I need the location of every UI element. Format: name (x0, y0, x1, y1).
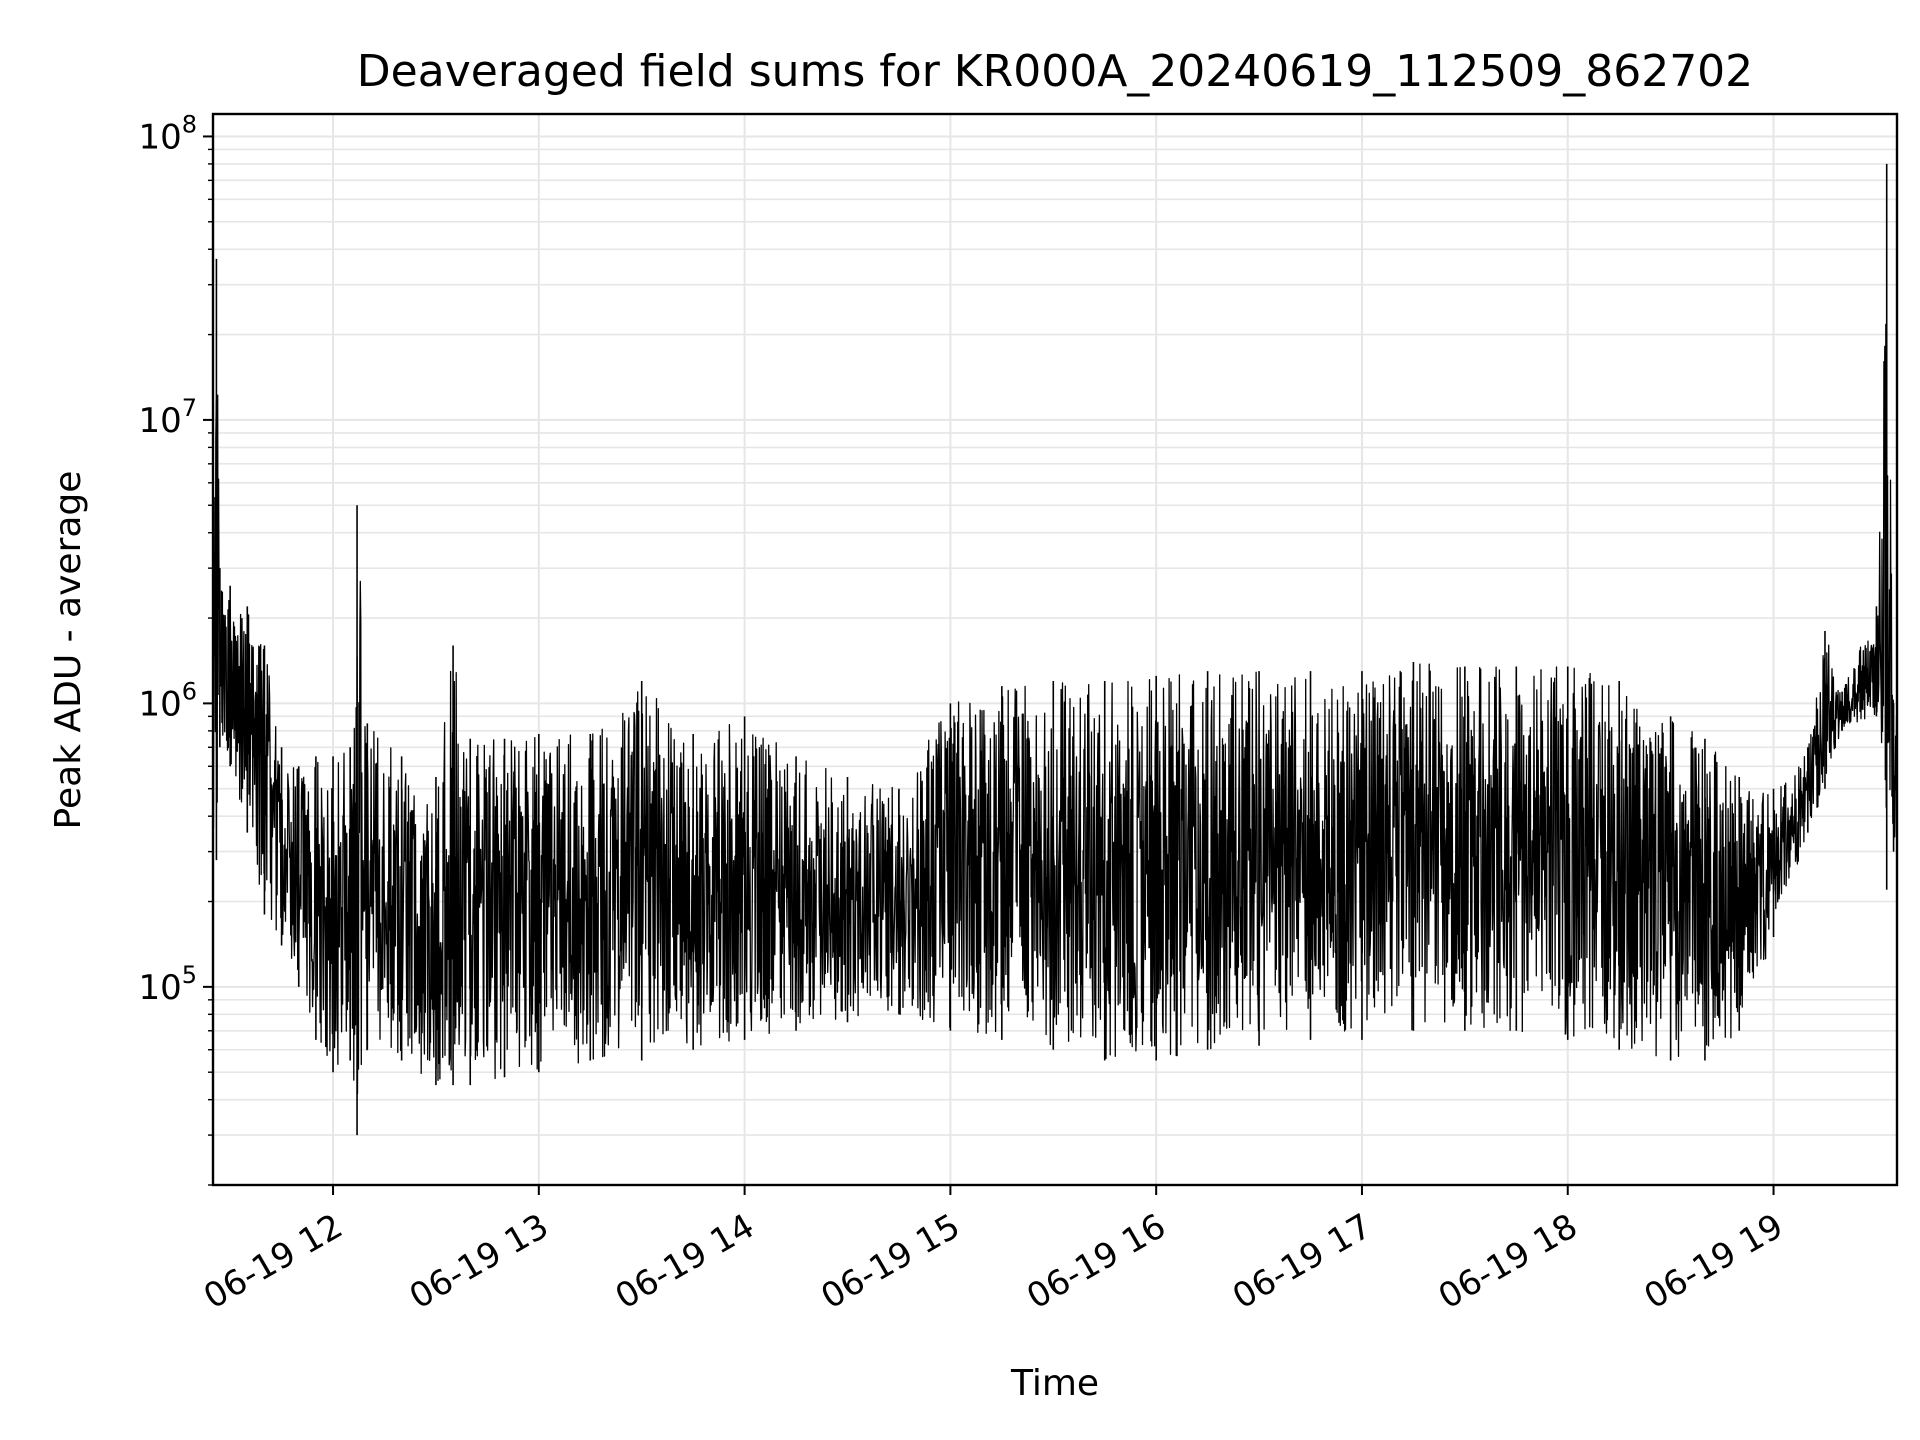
series-line (212, 323, 1898, 1095)
x-tick-label: 06-19 18 (1432, 1206, 1584, 1317)
plot-frame (211, 112, 1899, 1187)
y-tick-label: 107 (138, 394, 197, 441)
y-tick-label: 106 (138, 677, 197, 724)
x-tick-label: 06-19 12 (197, 1206, 349, 1317)
x-tick-label: 06-19 17 (1226, 1206, 1378, 1317)
x-tick-label: 06-19 16 (1020, 1206, 1172, 1317)
y-axis-label: Peak ADU - average (48, 471, 89, 830)
data-series (212, 163, 1898, 1136)
x-tick-label: 06-19 19 (1638, 1206, 1790, 1317)
y-tick-label: 105 (138, 961, 197, 1008)
x-tick-label: 06-19 15 (814, 1206, 966, 1317)
x-tick-label: 06-19 14 (609, 1206, 761, 1317)
x-axis-label: Time (1010, 1363, 1099, 1404)
x-tick-label: 06-19 13 (403, 1206, 555, 1317)
x-axis: 06-19 12 06-19 13 06-19 14 06-19 15 06-19 16… (197, 1185, 1790, 1317)
y-tick-label: 108 (138, 110, 197, 157)
chart-title: Deaveraged field sums for KR000A_2024061… (357, 46, 1753, 97)
y-axis: 105 106 107 108 (138, 110, 213, 1186)
